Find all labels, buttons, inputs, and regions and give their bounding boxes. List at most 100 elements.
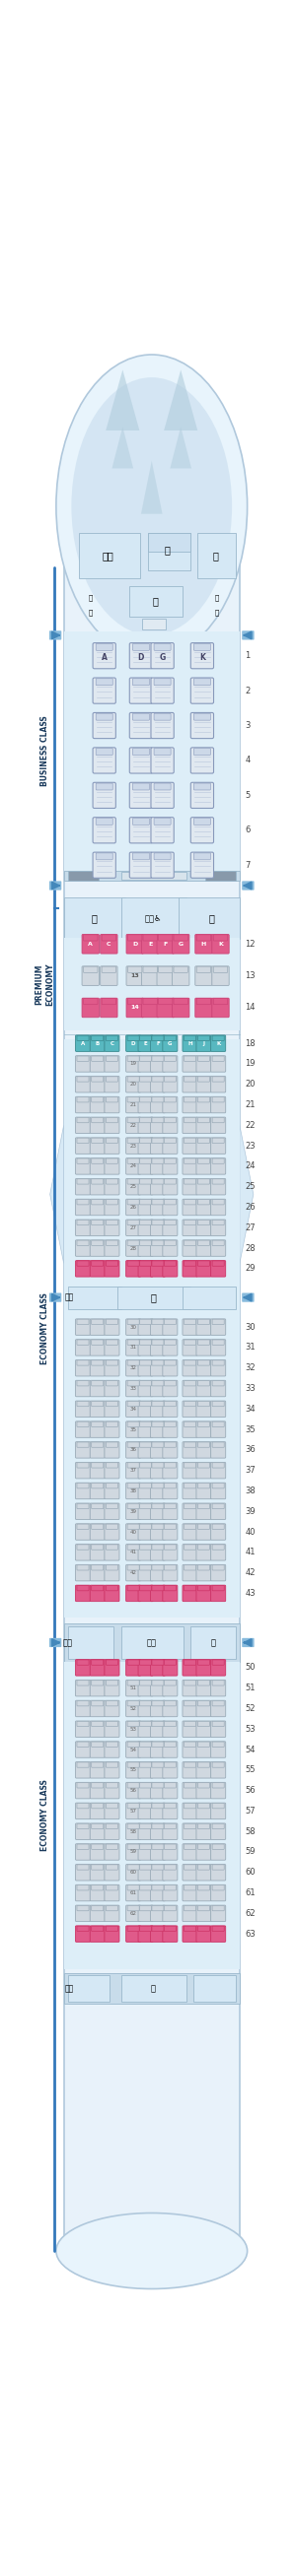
FancyBboxPatch shape <box>212 1927 224 1932</box>
FancyBboxPatch shape <box>49 631 62 639</box>
FancyBboxPatch shape <box>211 1584 226 1602</box>
Text: 2: 2 <box>245 685 250 696</box>
FancyBboxPatch shape <box>130 853 152 878</box>
FancyBboxPatch shape <box>152 1927 164 1932</box>
FancyBboxPatch shape <box>75 1239 90 1257</box>
FancyBboxPatch shape <box>212 935 229 953</box>
Text: 53: 53 <box>130 1726 137 1731</box>
Text: 50: 50 <box>245 1664 255 1672</box>
FancyBboxPatch shape <box>106 1401 118 1406</box>
FancyBboxPatch shape <box>127 1056 139 1061</box>
FancyBboxPatch shape <box>151 677 174 703</box>
FancyBboxPatch shape <box>184 1741 196 1747</box>
FancyBboxPatch shape <box>152 1584 164 1592</box>
FancyBboxPatch shape <box>212 1741 224 1747</box>
Bar <box>194 1976 236 2002</box>
FancyBboxPatch shape <box>126 1360 141 1376</box>
FancyBboxPatch shape <box>184 1422 196 1427</box>
Text: 62: 62 <box>130 1911 137 1917</box>
FancyBboxPatch shape <box>100 935 118 953</box>
FancyBboxPatch shape <box>157 997 174 1018</box>
Text: 29: 29 <box>245 1265 255 1273</box>
FancyBboxPatch shape <box>211 1118 226 1133</box>
FancyBboxPatch shape <box>163 1340 178 1355</box>
FancyBboxPatch shape <box>163 1422 178 1437</box>
FancyBboxPatch shape <box>91 1700 103 1705</box>
FancyBboxPatch shape <box>83 935 98 940</box>
FancyBboxPatch shape <box>104 1260 119 1278</box>
FancyBboxPatch shape <box>191 853 214 878</box>
FancyBboxPatch shape <box>211 1056 226 1072</box>
FancyBboxPatch shape <box>164 1340 176 1345</box>
Text: H: H <box>201 943 206 945</box>
Text: 20: 20 <box>130 1082 137 1087</box>
FancyBboxPatch shape <box>150 1927 165 1942</box>
Text: 13: 13 <box>245 971 255 981</box>
FancyBboxPatch shape <box>213 935 228 940</box>
FancyBboxPatch shape <box>126 1865 141 1880</box>
FancyBboxPatch shape <box>164 1906 176 1911</box>
FancyBboxPatch shape <box>163 1584 178 1602</box>
Text: B: B <box>95 1041 99 1046</box>
Text: BUSINESS CLASS: BUSINESS CLASS <box>40 716 49 786</box>
FancyBboxPatch shape <box>157 966 174 987</box>
FancyBboxPatch shape <box>126 1381 141 1396</box>
FancyBboxPatch shape <box>211 1159 226 1175</box>
FancyBboxPatch shape <box>198 1159 210 1164</box>
FancyBboxPatch shape <box>106 1200 118 1206</box>
FancyBboxPatch shape <box>126 997 144 1018</box>
FancyBboxPatch shape <box>150 1680 165 1695</box>
FancyBboxPatch shape <box>130 644 152 670</box>
FancyBboxPatch shape <box>212 1200 224 1206</box>
FancyBboxPatch shape <box>163 1824 178 1839</box>
FancyBboxPatch shape <box>75 1865 90 1880</box>
FancyBboxPatch shape <box>104 1097 119 1113</box>
FancyBboxPatch shape <box>184 1340 196 1345</box>
FancyBboxPatch shape <box>75 1906 90 1922</box>
FancyBboxPatch shape <box>184 1139 196 1144</box>
FancyBboxPatch shape <box>211 1865 226 1880</box>
FancyBboxPatch shape <box>90 1584 105 1602</box>
FancyBboxPatch shape <box>75 1803 90 1819</box>
FancyBboxPatch shape <box>75 1824 90 1839</box>
FancyBboxPatch shape <box>152 1906 164 1911</box>
FancyBboxPatch shape <box>140 1200 152 1206</box>
FancyBboxPatch shape <box>198 1401 210 1406</box>
FancyBboxPatch shape <box>212 1546 224 1551</box>
FancyBboxPatch shape <box>91 1242 103 1247</box>
FancyBboxPatch shape <box>150 1741 165 1757</box>
FancyBboxPatch shape <box>106 1659 118 1664</box>
FancyBboxPatch shape <box>90 1927 105 1942</box>
FancyBboxPatch shape <box>184 1886 196 1891</box>
FancyBboxPatch shape <box>138 1783 153 1798</box>
FancyBboxPatch shape <box>163 1927 178 1942</box>
FancyBboxPatch shape <box>158 966 173 974</box>
FancyBboxPatch shape <box>163 1844 178 1860</box>
Text: 58: 58 <box>130 1829 137 1834</box>
FancyBboxPatch shape <box>140 1546 152 1551</box>
FancyBboxPatch shape <box>77 1118 89 1123</box>
FancyBboxPatch shape <box>127 1443 139 1448</box>
FancyBboxPatch shape <box>104 1783 119 1798</box>
FancyBboxPatch shape <box>196 1180 211 1195</box>
FancyBboxPatch shape <box>198 1584 210 1592</box>
FancyBboxPatch shape <box>198 1741 210 1747</box>
FancyBboxPatch shape <box>138 1097 153 1113</box>
Text: 55: 55 <box>130 1767 137 1772</box>
FancyBboxPatch shape <box>164 1221 176 1226</box>
FancyBboxPatch shape <box>77 1319 89 1324</box>
FancyBboxPatch shape <box>77 1443 89 1448</box>
FancyBboxPatch shape <box>77 1504 89 1510</box>
FancyBboxPatch shape <box>196 1319 211 1334</box>
FancyBboxPatch shape <box>90 1218 105 1236</box>
FancyBboxPatch shape <box>127 1525 139 1530</box>
FancyBboxPatch shape <box>212 1360 224 1365</box>
FancyBboxPatch shape <box>184 1865 196 1870</box>
FancyBboxPatch shape <box>150 1159 165 1175</box>
FancyBboxPatch shape <box>126 1463 141 1479</box>
FancyBboxPatch shape <box>126 966 144 987</box>
FancyBboxPatch shape <box>126 1401 141 1417</box>
FancyBboxPatch shape <box>104 1906 119 1922</box>
FancyBboxPatch shape <box>75 1680 90 1695</box>
FancyBboxPatch shape <box>184 1680 196 1685</box>
